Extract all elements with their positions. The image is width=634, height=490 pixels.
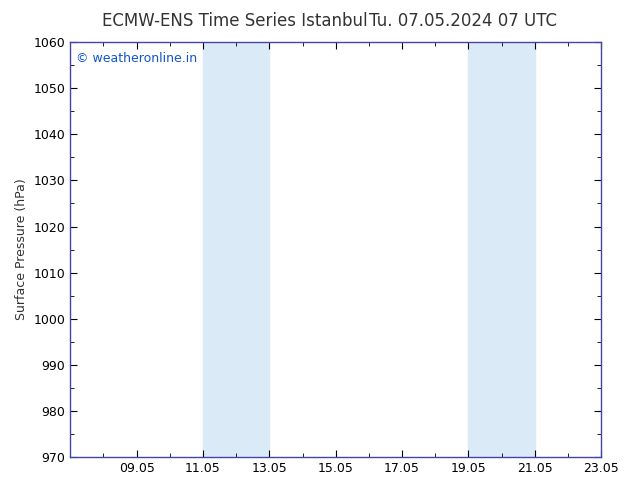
Bar: [203, 42, 269, 457]
Text: Tu. 07.05.2024 07 UTC: Tu. 07.05.2024 07 UTC: [369, 12, 557, 30]
Bar: [469, 42, 534, 457]
Text: ECMW-ENS Time Series Istanbul: ECMW-ENS Time Series Istanbul: [102, 12, 367, 30]
Y-axis label: Surface Pressure (hPa): Surface Pressure (hPa): [15, 179, 28, 320]
Text: © weatheronline.in: © weatheronline.in: [75, 52, 197, 66]
